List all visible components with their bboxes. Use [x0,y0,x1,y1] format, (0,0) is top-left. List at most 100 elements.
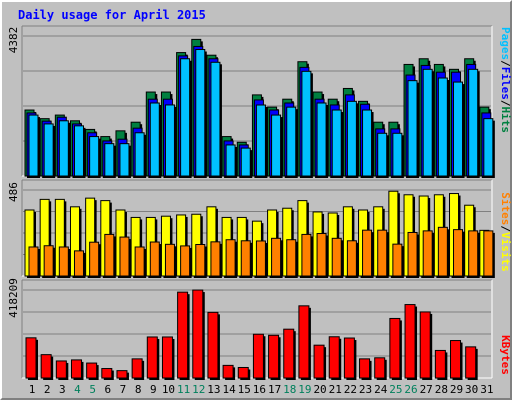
x-tick-label: 5 [89,383,96,396]
visits-ymax-label: 486 [7,182,20,202]
side-label-visits: Visits [499,232,512,272]
x-tick-label: 4 [74,383,81,396]
x-tick-label: 11 [177,383,190,396]
sites-bar [483,230,494,277]
sites-bar [240,240,251,277]
sites-bar [453,229,464,277]
sites-bar [392,243,403,277]
kbytes-bar [55,360,67,379]
x-tick-label: 21 [329,383,342,396]
x-tick-label: 20 [313,383,326,396]
sites-bar [73,250,84,277]
side-label-pages: Pages [499,27,512,60]
sites-bar [104,233,115,277]
pages-bar [89,136,100,177]
sites-bar [195,244,206,277]
kbytes-ymax-label: 418209 [7,278,20,318]
side-label-separator: / [499,100,512,107]
sites-bar [149,241,160,277]
pages-bar [286,106,297,177]
pages-bar [362,109,373,177]
kbytes-bar [131,358,143,379]
x-tick-label: 10 [162,383,175,396]
x-tick-label: 14 [222,383,236,396]
sites-bar [437,226,448,277]
pages-bar [255,104,266,177]
x-tick-label: 25 [389,383,402,396]
x-tick-label: 28 [435,383,448,396]
pages-bar [104,143,115,177]
sites-bar [134,246,145,277]
kbytes-bar [40,354,52,379]
pages-bar [195,49,206,177]
kbytes-bar [101,368,113,379]
pages-bar [119,143,130,177]
kbytes-bar [374,357,386,379]
side-label-files: Files [499,67,512,100]
sites-bar [180,245,191,277]
sites-bar [286,239,297,277]
sites-bar [164,243,175,277]
sites-bar [301,233,312,277]
pages-bar [437,77,448,177]
sites-bar [43,245,54,277]
x-tick-label: 13 [207,383,220,396]
x-tick-label: 1 [29,383,36,396]
pages-bar [331,109,342,177]
kbytes-bar [359,358,371,379]
kbytes-bar [252,333,264,379]
sites-bar [119,236,130,277]
sites-bar [225,239,236,277]
x-tick-label: 23 [359,383,372,396]
kbytes-bar [419,311,431,379]
x-tick-label: 18 [283,383,296,396]
hits-files-pages-side-label: Pages/Files/Hits [499,27,512,133]
x-tick-label: 12 [192,383,205,396]
sites-bar [271,237,282,277]
pages-bar [271,114,282,177]
x-tick-label: 2 [44,383,51,396]
sites-bar [468,230,479,277]
x-tick-label: 27 [420,383,433,396]
x-tick-label: 15 [238,383,251,396]
x-tick-label: 8 [135,383,142,396]
pages-bar [483,118,494,177]
kbytes-bar [465,346,477,379]
sites-bar [28,246,39,277]
kbytes-bar [298,305,310,379]
side-label-kbytes: KBytes [499,335,512,375]
pages-bar [225,144,236,177]
kbytes-bar [207,311,219,379]
kbytes-bar [237,366,249,379]
side-label-separator: / [499,60,512,67]
kbytes-bar [404,304,416,379]
x-tick-label: 30 [465,383,478,396]
hits-ymax-label: 4382 [7,27,20,54]
kbytes-bar [389,317,401,379]
side-label-separator: / [499,225,512,232]
kbytes-bar [161,336,173,379]
x-tick-label: 7 [120,383,127,396]
side-label-sites: Sites [499,192,512,225]
pages-bar [134,132,145,177]
pages-bar [422,68,433,177]
side-label-hits: Hits [499,107,512,134]
pages-bar [73,125,84,177]
x-tick-label: 9 [150,383,157,396]
pages-bar [453,81,464,177]
sites-bar [210,241,221,277]
sites-bar [58,246,69,277]
sites-bar [255,240,266,277]
kbytes-side-label: KBytes [499,335,512,375]
sites-bar [89,241,100,277]
pages-bar [58,120,69,177]
kbytes-bar [434,349,446,379]
pages-bar [240,147,251,177]
kbytes-bar [86,362,98,379]
chart-title: Daily usage for April 2015 [18,8,206,22]
kbytes-bar [222,364,234,379]
pages-bar [392,132,403,177]
sites-bar [422,230,433,277]
sites-bar [377,229,388,277]
